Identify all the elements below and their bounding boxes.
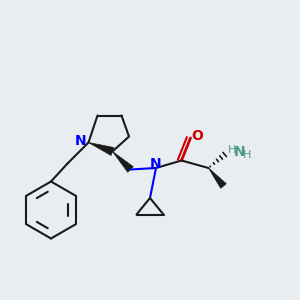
Text: N: N [75, 134, 87, 148]
Text: H: H [243, 150, 251, 161]
Polygon shape [112, 152, 133, 172]
Text: H: H [228, 145, 236, 155]
Text: N: N [150, 157, 162, 170]
Polygon shape [208, 168, 226, 188]
Text: N: N [234, 145, 245, 158]
Text: O: O [191, 130, 203, 143]
Polygon shape [88, 142, 114, 155]
